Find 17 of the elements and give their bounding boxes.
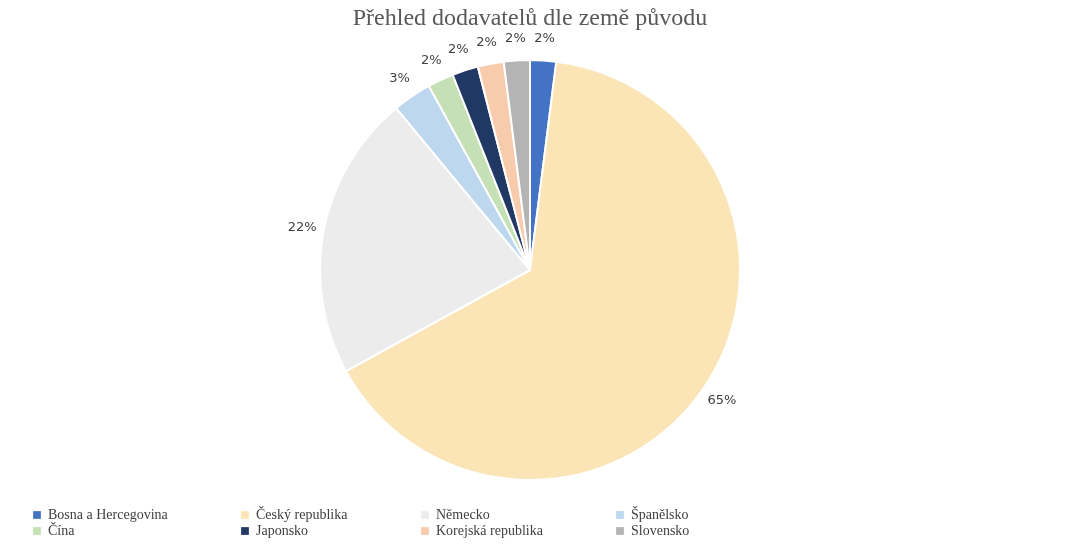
data-label: 22% bbox=[287, 218, 317, 234]
data-label: 3% bbox=[389, 70, 410, 86]
data-label: 2% bbox=[534, 30, 555, 46]
legend-label: Korejská republika bbox=[436, 523, 544, 538]
legend-label: Španělsko bbox=[631, 506, 689, 522]
data-label: 2% bbox=[420, 52, 442, 68]
data-label: 2% bbox=[476, 34, 497, 50]
legend-label: Slovensko bbox=[631, 523, 690, 538]
data-label: 2% bbox=[505, 30, 526, 46]
legend-label: Čína bbox=[48, 522, 76, 538]
chart-title: Přehled dodavatelů dle země původu bbox=[352, 4, 708, 31]
legend-label: Bosna a Hercegovina bbox=[48, 507, 169, 522]
legend-label: Německo bbox=[436, 507, 490, 522]
data-label: 2% bbox=[448, 41, 469, 57]
data-label: 65% bbox=[707, 392, 737, 408]
legend-label: Japonsko bbox=[256, 523, 309, 538]
legend-label: Český republika bbox=[256, 506, 349, 522]
